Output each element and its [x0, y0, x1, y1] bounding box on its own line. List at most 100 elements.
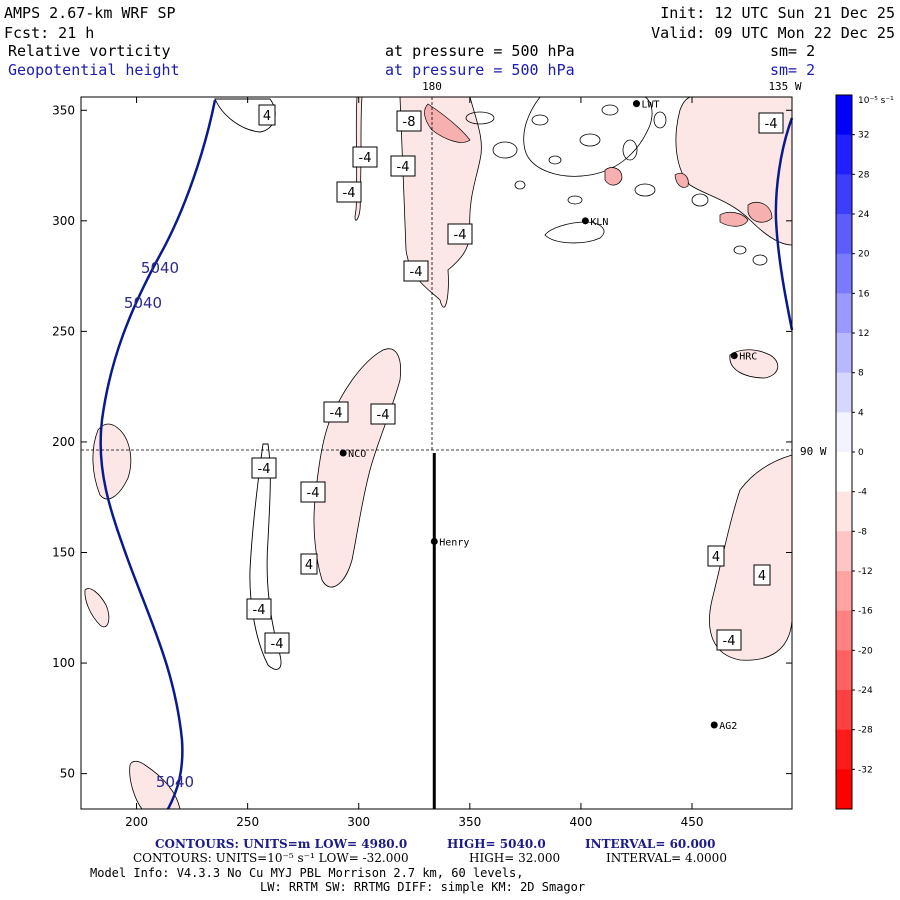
colorbar-swatch	[836, 134, 852, 175]
footer-vort-interval: INTERVAL= 4.0000	[606, 851, 727, 865]
contour-blob	[752, 254, 768, 266]
x-tick-label: 300	[347, 815, 370, 829]
vorticity-label-box	[758, 112, 784, 134]
footer-height-interval: INTERVAL= 60.000	[585, 837, 716, 851]
vorticity-label: 4	[305, 558, 313, 573]
vorticity-area	[544, 221, 605, 244]
y-tick-label: 250	[52, 324, 75, 338]
station-marker	[430, 537, 438, 545]
footer-model-info-2: LW: RRTM SW: RRTMG DIFF: simple KM: 2D S…	[260, 880, 585, 894]
contour-blob	[548, 155, 562, 165]
forecast-hour: Fcst: 21 h	[4, 24, 94, 42]
y-tick-label: 350	[52, 103, 75, 117]
station-label: KLN	[590, 217, 608, 228]
station-label: Henry	[439, 537, 469, 548]
vorticity-core	[604, 167, 623, 186]
x-tick-label: 350	[458, 815, 481, 829]
colorbar-swatch	[836, 95, 852, 136]
plot-area: 5040 5040 5040 4 -8 -4 -4 -4 -4 -4 -4 -4 -4 -4 4 -4 -…	[52, 96, 794, 829]
colorbar-swatch	[836, 571, 852, 612]
station-label: AG2	[719, 721, 737, 732]
vorticity-label: -4	[330, 406, 343, 421]
vorticity-label-box	[716, 629, 742, 651]
colorbar-tick-label: 24	[858, 210, 870, 220]
vorticity-label: -4	[377, 408, 390, 423]
y-axis: 350 300 250 200 150 100 50	[52, 103, 792, 781]
x-tick-label: 400	[569, 815, 592, 829]
contour-blob	[531, 114, 549, 126]
vorticity-label-box	[300, 553, 318, 575]
vorticity-label: -4	[397, 160, 410, 175]
vorticity-label: -4	[723, 634, 736, 649]
vorticity-label: -4	[258, 462, 271, 477]
colorbar-tick-label: 8	[858, 369, 864, 379]
footer-height-high: HIGH= 5040.0	[447, 837, 546, 851]
colorbar-swatch	[836, 412, 852, 453]
field-height-label: Geopotential height	[8, 61, 180, 79]
y-tick-label: 50	[60, 767, 75, 781]
field-vorticity-label: Relative vorticity	[8, 42, 171, 60]
vorticity-label: 4	[758, 569, 766, 584]
colorbar-tick-label: -8	[858, 527, 867, 537]
vorticity-label-box	[352, 146, 378, 168]
station-marker	[632, 100, 640, 108]
colorbar-tick-label: -12	[858, 567, 873, 577]
colorbar-tick-label: 0	[858, 448, 864, 458]
vorticity-label: -4	[410, 265, 423, 280]
colorbar: 10⁻⁵ s⁻¹ 32 28 24 20 16 12 8 4 0 -4 -8 -12 -16 -20 -24…	[835, 94, 894, 810]
contour-blob	[567, 195, 583, 205]
colorbar-swatch	[836, 253, 852, 294]
stations: LWT KLN HRC NCO Henry AG2	[339, 100, 757, 732]
colorbar-tick-label: -16	[858, 607, 873, 617]
x-tick-label: 250	[236, 815, 259, 829]
colorbar-tick-label: 16	[858, 289, 870, 299]
station-marker	[710, 721, 718, 729]
colorbar-tick-label: 32	[858, 131, 869, 141]
smoothing-1: sm= 2	[770, 42, 815, 60]
plot-frame	[80, 96, 793, 810]
contour-blob	[492, 141, 518, 159]
y-tick-label: 300	[52, 214, 75, 228]
vorticity-label: -4	[454, 228, 467, 243]
station-label: LWT	[641, 100, 659, 111]
vorticity-label-box	[753, 564, 771, 586]
vorticity-area	[129, 760, 181, 810]
pressure-level-1: at pressure = 500 hPa	[385, 42, 575, 60]
vorticity-core	[747, 201, 773, 223]
valid-time: Valid: 09 UTC Mon 22 Dec 25	[651, 24, 895, 42]
contour-blob	[653, 111, 667, 129]
colorbar-swatch	[836, 769, 852, 810]
contour-blob	[691, 193, 709, 207]
contour-blob	[601, 104, 619, 116]
smoothing-2: sm= 2	[770, 61, 815, 79]
height-label-3: 5040	[156, 773, 194, 791]
colorbar-swatch	[836, 174, 852, 215]
footer-vort-high: HIGH= 32.000	[469, 851, 560, 865]
vorticity-label-box	[707, 545, 725, 567]
vorticity-core	[424, 103, 471, 143]
footer-model-info: Model Info: V4.3.3 No Cu MYJ PBL Morriso…	[90, 866, 523, 880]
colorbar-swatch	[836, 729, 852, 770]
vorticity-area	[84, 588, 110, 628]
footer: CONTOURS: UNITS=m LOW= 4980.0 HIGH= 5040…	[90, 837, 727, 894]
init-time: Init: 12 UTC Sun 21 Dec 25	[660, 4, 895, 22]
vorticity-label-box	[264, 632, 290, 654]
colorbar-unit: 10⁻⁵ s⁻¹	[858, 96, 894, 106]
vorticity-strong	[424, 103, 773, 227]
colorbar-swatch	[836, 293, 852, 334]
lon-135w-label: 135 W	[768, 80, 801, 93]
colorbar-tick-label: -4	[858, 488, 867, 498]
vorticity-label-box	[336, 181, 362, 203]
vorticity-core	[719, 211, 749, 227]
y-tick-label: 100	[52, 656, 75, 670]
vorticity-label-box	[390, 155, 416, 177]
contour-blob	[579, 133, 601, 147]
vorticity-label-box	[323, 401, 349, 423]
x-tick-label: 450	[681, 815, 704, 829]
colorbar-swatch	[836, 650, 852, 691]
colorbar-tick-label: -20	[858, 646, 873, 656]
y-tick-label: 150	[52, 546, 75, 560]
colorbar-swatch	[836, 690, 852, 731]
colorbar-swatch	[836, 531, 852, 572]
